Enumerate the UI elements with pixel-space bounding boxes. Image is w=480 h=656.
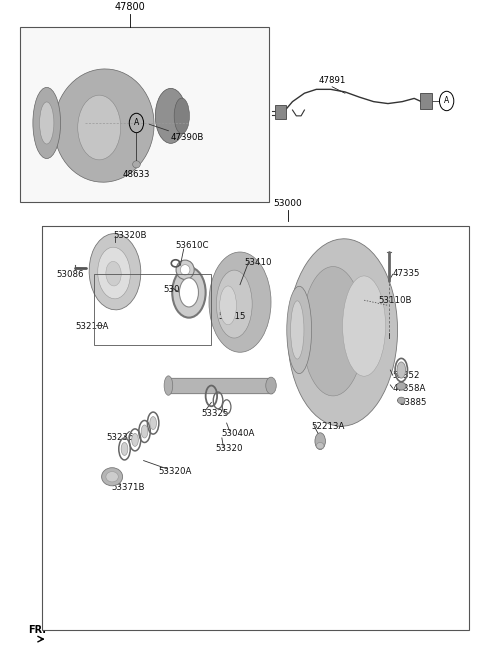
Text: 53352: 53352 — [393, 371, 420, 380]
Text: 48633: 48633 — [123, 169, 150, 178]
Text: 53610C: 53610C — [176, 241, 209, 251]
Ellipse shape — [106, 472, 118, 482]
Text: 52213A: 52213A — [312, 422, 345, 432]
Ellipse shape — [33, 87, 60, 159]
Ellipse shape — [397, 362, 406, 378]
Ellipse shape — [172, 267, 205, 318]
Ellipse shape — [78, 95, 120, 160]
Ellipse shape — [180, 278, 199, 307]
Ellipse shape — [180, 264, 190, 275]
Ellipse shape — [164, 376, 173, 396]
Text: 53320B: 53320B — [114, 231, 147, 240]
Ellipse shape — [54, 69, 154, 182]
Ellipse shape — [343, 276, 385, 376]
Ellipse shape — [156, 89, 186, 144]
Text: 47891: 47891 — [318, 77, 346, 85]
Text: 53320: 53320 — [215, 445, 243, 453]
Text: 53064: 53064 — [164, 285, 191, 294]
Ellipse shape — [287, 286, 312, 374]
Text: 53320A: 53320A — [159, 467, 192, 476]
Text: 53040A: 53040A — [222, 429, 255, 438]
Ellipse shape — [288, 239, 397, 426]
FancyBboxPatch shape — [42, 226, 469, 630]
Ellipse shape — [316, 443, 324, 449]
Ellipse shape — [176, 260, 194, 279]
Text: A: A — [444, 96, 449, 106]
Ellipse shape — [150, 417, 156, 430]
Text: 53410: 53410 — [245, 258, 272, 266]
Text: 47358A: 47358A — [393, 384, 426, 393]
Text: 53086: 53086 — [56, 270, 84, 279]
Text: 53000: 53000 — [273, 199, 302, 209]
Bar — [420, 92, 432, 110]
Text: 47390B: 47390B — [171, 133, 204, 142]
Ellipse shape — [102, 468, 122, 486]
Ellipse shape — [132, 161, 140, 168]
Ellipse shape — [266, 377, 276, 394]
Ellipse shape — [290, 301, 304, 359]
Text: 53371B: 53371B — [111, 483, 144, 492]
Text: 53885: 53885 — [399, 398, 426, 407]
Ellipse shape — [39, 102, 54, 144]
Ellipse shape — [209, 252, 271, 352]
Text: 53110B: 53110B — [378, 296, 412, 304]
Ellipse shape — [216, 270, 252, 338]
Ellipse shape — [397, 397, 405, 403]
Ellipse shape — [98, 247, 130, 299]
FancyBboxPatch shape — [21, 28, 269, 202]
Ellipse shape — [396, 382, 406, 390]
Text: 53215: 53215 — [218, 312, 246, 321]
Ellipse shape — [220, 286, 237, 325]
Text: 53210A: 53210A — [75, 321, 109, 331]
Text: FR.: FR. — [28, 625, 46, 635]
Ellipse shape — [132, 434, 138, 446]
Ellipse shape — [302, 266, 364, 396]
Text: 47335: 47335 — [393, 268, 420, 277]
Ellipse shape — [121, 443, 128, 455]
Text: 53325: 53325 — [202, 409, 229, 418]
Ellipse shape — [141, 425, 148, 438]
Ellipse shape — [174, 98, 190, 134]
Text: 47800: 47800 — [115, 3, 145, 12]
Ellipse shape — [89, 234, 141, 310]
Polygon shape — [168, 378, 273, 394]
Ellipse shape — [106, 262, 121, 286]
Text: 53236: 53236 — [107, 434, 134, 442]
Bar — [276, 105, 286, 119]
Text: A: A — [134, 119, 139, 127]
Ellipse shape — [315, 433, 325, 449]
